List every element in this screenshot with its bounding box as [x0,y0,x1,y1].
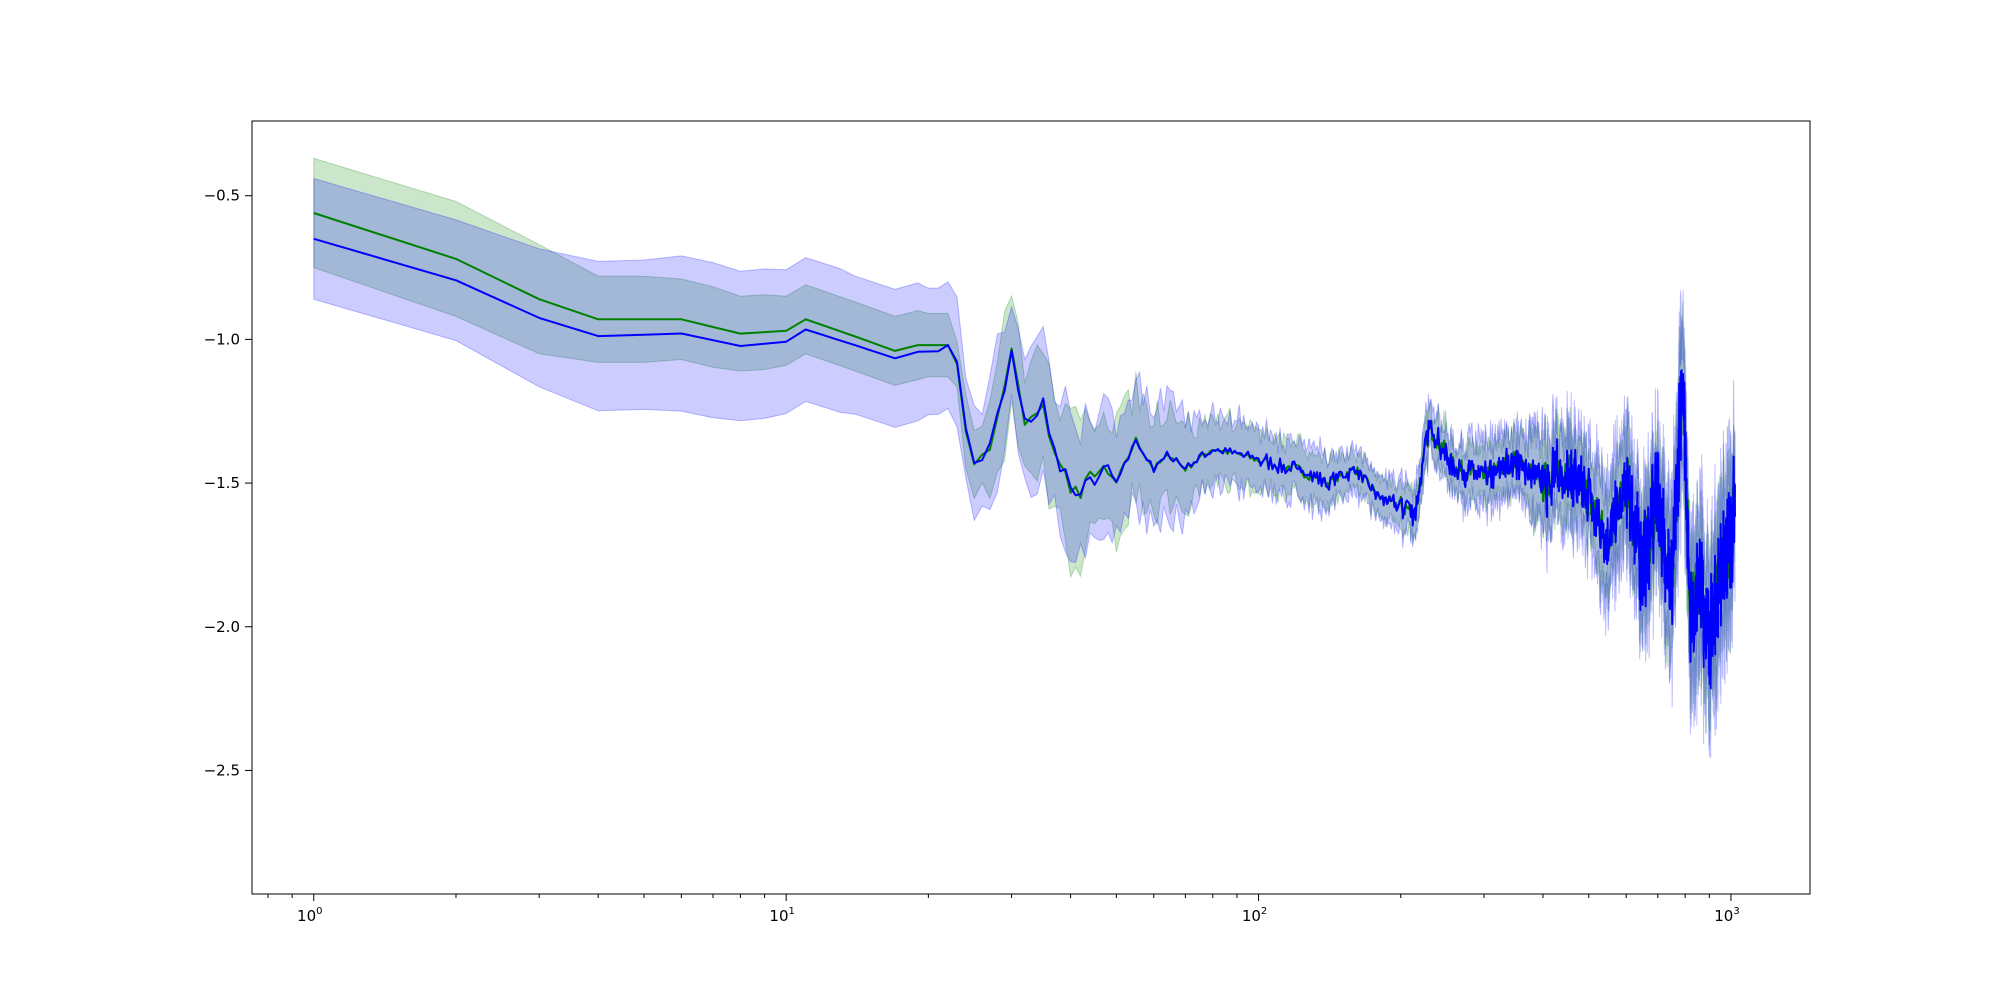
series-lines [313,212,1736,690]
blue-series-band [313,177,1736,759]
x-axis-ticks: 100 101 102 103 [267,894,1740,925]
plot-area [252,121,1810,894]
blue-series-line [313,237,1736,690]
x-tick-label: 103 [1714,906,1739,925]
y-tick-label: −0.5 [204,187,240,205]
x-tick-label: 102 [1242,906,1267,925]
y-tick-label: −1.0 [204,330,240,348]
x-tick-label: 100 [297,906,322,925]
y-tick-label: −1.5 [204,474,240,492]
plot-frame [251,120,1811,895]
y-tick-label: −2.0 [204,618,240,636]
y-axis-ticks: −0.5 −1.0 −1.5 −2.0 −2.5 [204,187,252,779]
y-tick-label: −2.5 [204,761,240,779]
x-tick-label: 101 [769,906,794,925]
